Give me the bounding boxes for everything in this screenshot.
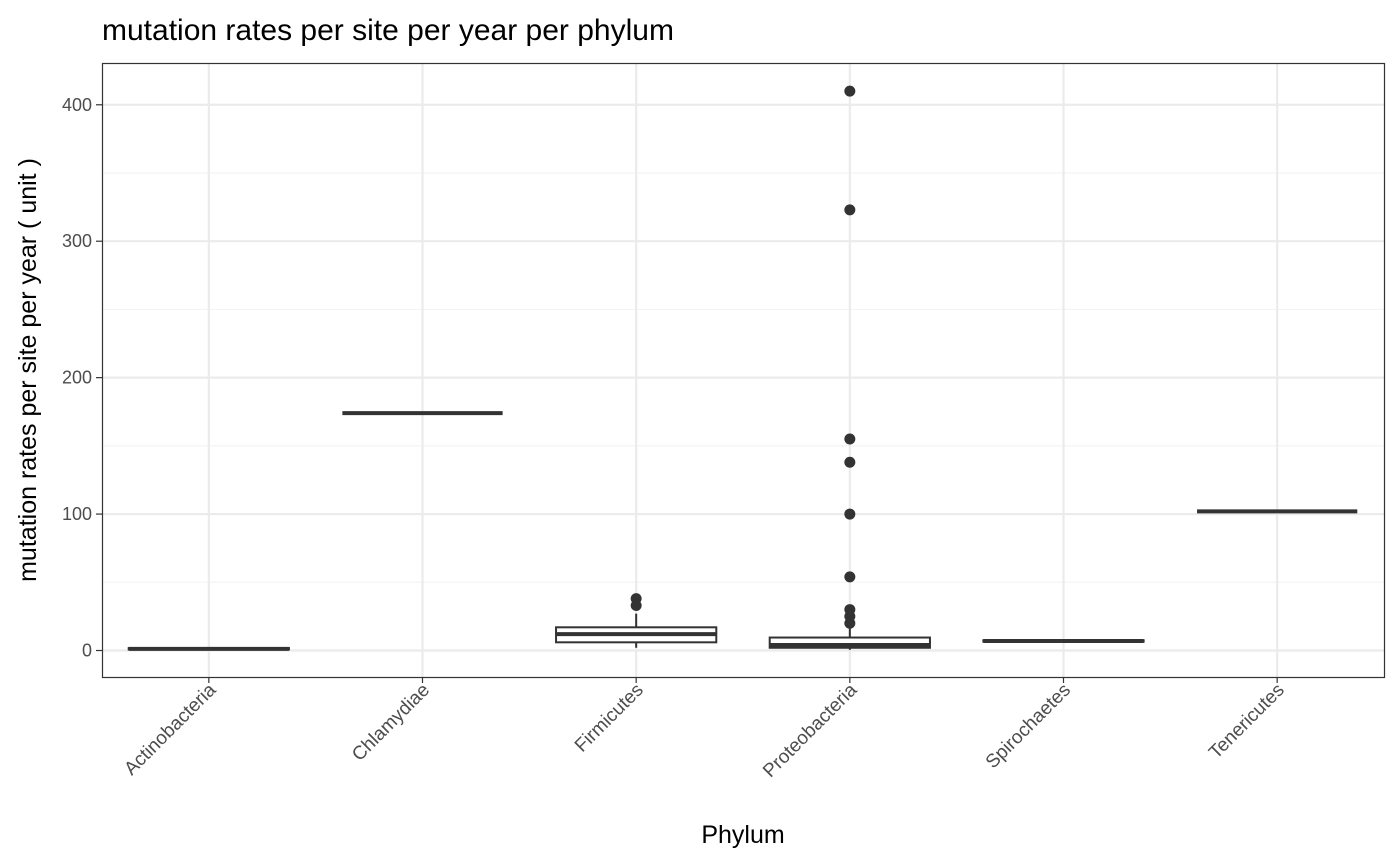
x-tick-label: Actinobacteria bbox=[120, 679, 220, 779]
grid-layer bbox=[102, 63, 1384, 677]
outlier-point bbox=[844, 85, 856, 97]
box-actinobacteria bbox=[127, 646, 290, 651]
box-firmicutes bbox=[555, 593, 718, 648]
x-tick-label: Firmicutes bbox=[571, 680, 648, 757]
box-layer bbox=[127, 85, 1358, 651]
box-proteobacteria bbox=[768, 85, 931, 650]
y-axis-title: mutation rates per site per year ( unit … bbox=[14, 158, 42, 582]
outlier-point bbox=[844, 456, 856, 468]
outlier-point bbox=[844, 571, 856, 583]
chart-title: mutation rates per site per year per phy… bbox=[102, 14, 674, 47]
box-body bbox=[768, 636, 931, 649]
y-axis: 0 100 200 300 400 bbox=[62, 95, 102, 661]
y-tick-label: 300 bbox=[62, 231, 92, 251]
outlier-point bbox=[844, 433, 856, 445]
x-tick-label: Spirochaetes bbox=[982, 680, 1075, 773]
y-tick-label: 100 bbox=[62, 504, 92, 524]
panel-border bbox=[101, 62, 1386, 679]
y-tick-label: 400 bbox=[62, 95, 92, 115]
y-tick-label: 0 bbox=[82, 641, 92, 661]
outlier-point bbox=[844, 508, 856, 520]
outlier-point bbox=[630, 593, 642, 605]
x-axis-title: Phylum bbox=[701, 821, 784, 849]
outlier-point bbox=[844, 204, 856, 216]
outlier-point bbox=[844, 604, 856, 616]
x-axis: Actinobacteria Chlamydiae Firmicutes Proteo… bbox=[120, 677, 1289, 782]
x-tick-label: Proteobacteria bbox=[759, 679, 862, 782]
box-spirochaetes bbox=[982, 638, 1145, 643]
x-tick-label: Tenericutes bbox=[1205, 680, 1289, 764]
y-tick-label: 200 bbox=[62, 368, 92, 388]
x-tick-label: Chlamydiae bbox=[348, 680, 434, 766]
